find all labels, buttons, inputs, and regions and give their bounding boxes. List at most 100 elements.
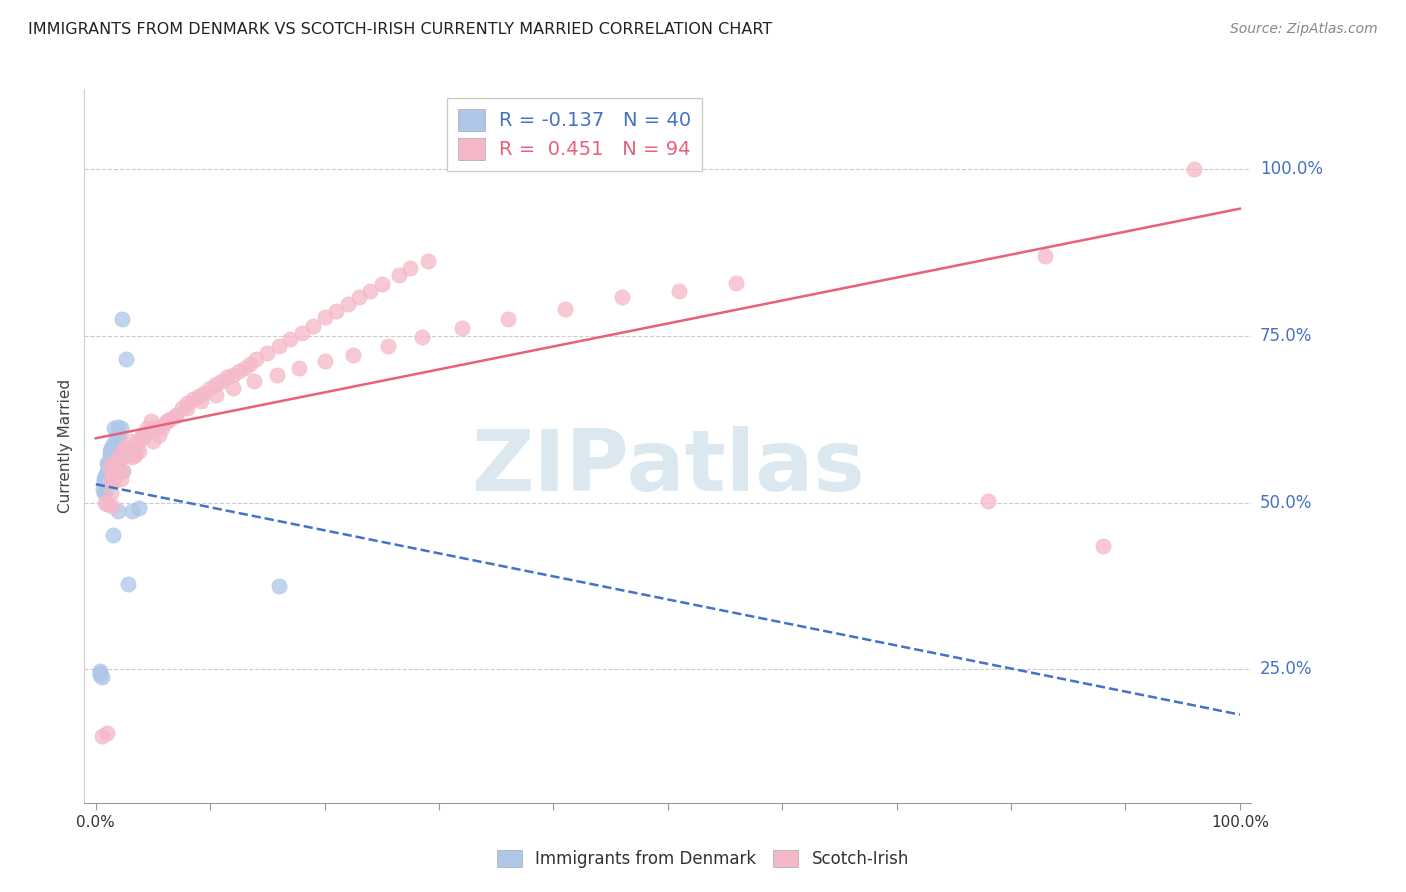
Point	[101, 527, 124, 541]
Point	[93, 472, 115, 486]
Point	[222, 368, 245, 382]
Point	[101, 456, 124, 470]
Point	[205, 387, 228, 401]
Point	[148, 419, 170, 434]
Point	[125, 441, 148, 455]
Point	[302, 318, 325, 333]
Point	[1035, 249, 1057, 263]
Point	[211, 374, 233, 388]
Point	[128, 501, 150, 516]
Point	[89, 665, 111, 680]
Point	[96, 725, 118, 739]
Point	[93, 485, 115, 500]
Point	[110, 450, 132, 465]
Point	[125, 435, 148, 450]
Point	[103, 475, 125, 489]
Point	[100, 451, 122, 466]
Point	[451, 321, 474, 335]
Point	[112, 441, 135, 455]
Point	[148, 427, 170, 442]
Text: ZIPatlas: ZIPatlas	[471, 425, 865, 509]
Point	[117, 443, 139, 458]
Point	[120, 442, 142, 457]
Point	[139, 414, 162, 428]
Point	[96, 464, 118, 478]
Text: 50.0%: 50.0%	[1260, 493, 1312, 512]
Point	[103, 421, 125, 435]
Point	[100, 441, 122, 455]
Point	[371, 277, 394, 291]
Point	[132, 430, 155, 444]
Point	[121, 450, 143, 465]
Point	[91, 483, 114, 497]
Point	[107, 464, 129, 478]
Point	[90, 729, 112, 743]
Point	[291, 326, 314, 340]
Point	[267, 579, 290, 593]
Point	[98, 443, 121, 458]
Point	[101, 448, 124, 462]
Point	[105, 430, 128, 444]
Point	[98, 457, 121, 471]
Point	[342, 348, 364, 362]
Point	[96, 466, 118, 480]
Point	[139, 422, 162, 436]
Point	[97, 457, 120, 471]
Point	[142, 434, 165, 449]
Point	[89, 667, 111, 681]
Point	[288, 361, 311, 376]
Legend: Immigrants from Denmark, Scotch-Irish: Immigrants from Denmark, Scotch-Irish	[491, 843, 915, 875]
Point	[89, 664, 111, 678]
Point	[411, 330, 433, 344]
Legend: R = -0.137   N = 40, R =  0.451   N = 94: R = -0.137 N = 40, R = 0.451 N = 94	[447, 98, 702, 171]
Point	[239, 357, 262, 371]
Point	[107, 504, 129, 518]
Point	[94, 469, 117, 483]
Point	[101, 499, 124, 513]
Text: 25.0%: 25.0%	[1260, 660, 1312, 679]
Point	[156, 414, 179, 428]
Point	[94, 496, 117, 510]
Point	[314, 354, 336, 368]
Point	[242, 374, 264, 388]
Point	[159, 412, 181, 426]
Point	[245, 352, 267, 367]
Point	[190, 394, 212, 409]
Point	[200, 381, 222, 395]
Point	[131, 427, 153, 442]
Point	[388, 268, 411, 282]
Point	[725, 276, 748, 290]
Point	[359, 284, 381, 298]
Point	[193, 385, 215, 400]
Point	[104, 440, 127, 454]
Point	[150, 421, 173, 435]
Point	[266, 368, 288, 382]
Point	[496, 312, 519, 326]
Point	[114, 448, 136, 462]
Point	[107, 419, 129, 434]
Point	[977, 494, 1000, 508]
Point	[233, 361, 256, 376]
Point	[112, 464, 135, 478]
Point	[217, 370, 239, 384]
Point	[267, 339, 290, 353]
Point	[105, 458, 128, 473]
Point	[110, 421, 132, 435]
Text: 100.0%: 100.0%	[1260, 161, 1323, 178]
Point	[117, 577, 139, 591]
Point	[111, 312, 134, 326]
Point	[1091, 539, 1114, 553]
Point	[111, 464, 134, 478]
Point	[347, 290, 370, 304]
Point	[205, 376, 228, 391]
Point	[228, 364, 250, 378]
Text: 75.0%: 75.0%	[1260, 327, 1312, 345]
Point	[325, 303, 347, 318]
Point	[98, 475, 121, 489]
Point	[105, 466, 128, 480]
Y-axis label: Currently Married: Currently Married	[58, 379, 73, 513]
Point	[96, 456, 118, 470]
Point	[136, 421, 159, 435]
Point	[165, 408, 187, 422]
Point	[115, 443, 138, 458]
